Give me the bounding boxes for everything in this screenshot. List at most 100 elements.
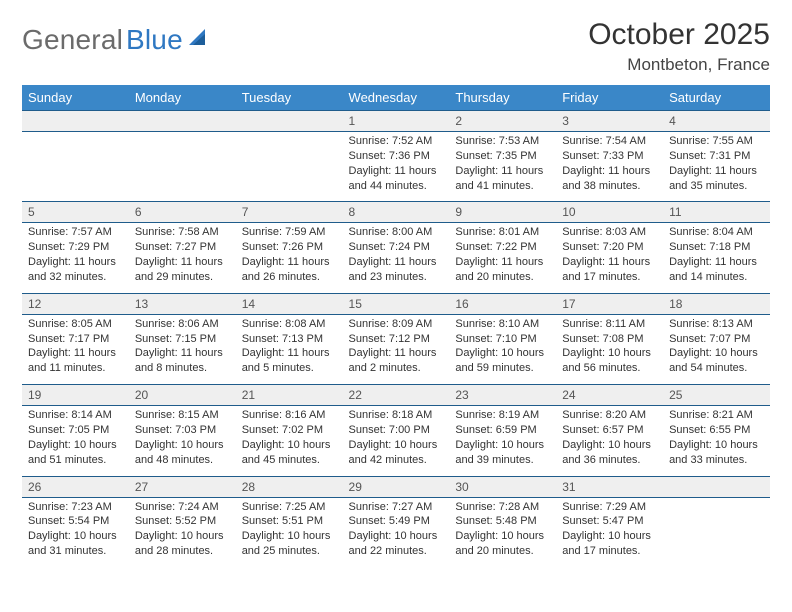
calendar-week-numbers: 262728293031	[22, 476, 770, 497]
day-details: Sunrise: 7:27 AMSunset: 5:49 PMDaylight:…	[343, 498, 450, 567]
title-block: October 2025 Montbeton, France	[588, 18, 770, 75]
day-detail-cell: Sunrise: 8:01 AMSunset: 7:22 PMDaylight:…	[449, 223, 556, 293]
sunrise-text: Sunrise: 8:03 AM	[562, 225, 657, 240]
sunrise-text: Sunrise: 8:20 AM	[562, 408, 657, 423]
sunset-text: Sunset: 5:47 PM	[562, 514, 657, 529]
day-detail-cell: Sunrise: 8:11 AMSunset: 7:08 PMDaylight:…	[556, 314, 663, 384]
sunset-text: Sunset: 6:57 PM	[562, 423, 657, 438]
day-details: Sunrise: 7:54 AMSunset: 7:33 PMDaylight:…	[556, 132, 663, 201]
day-number: 16	[449, 294, 556, 314]
day-number: 22	[343, 385, 450, 405]
day-detail-cell: Sunrise: 8:05 AMSunset: 7:17 PMDaylight:…	[22, 314, 129, 384]
day-number-cell: 29	[343, 476, 450, 497]
day-number-cell	[663, 476, 770, 497]
header: GeneralBlue October 2025 Montbeton, Fran…	[22, 18, 770, 75]
calendar-week-numbers: 12131415161718	[22, 293, 770, 314]
day-number-cell	[22, 111, 129, 132]
day-details: Sunrise: 8:06 AMSunset: 7:15 PMDaylight:…	[129, 315, 236, 384]
sunrise-text: Sunrise: 8:16 AM	[242, 408, 337, 423]
day-number-cell: 28	[236, 476, 343, 497]
day-details: Sunrise: 8:05 AMSunset: 7:17 PMDaylight:…	[22, 315, 129, 384]
day-number: 19	[22, 385, 129, 405]
day-detail-cell: Sunrise: 8:19 AMSunset: 6:59 PMDaylight:…	[449, 406, 556, 476]
daylight-text: Daylight: 11 hours and 23 minutes.	[349, 255, 444, 285]
day-details: Sunrise: 8:14 AMSunset: 7:05 PMDaylight:…	[22, 406, 129, 475]
day-details: Sunrise: 8:15 AMSunset: 7:03 PMDaylight:…	[129, 406, 236, 475]
day-number-cell: 15	[343, 293, 450, 314]
sunset-text: Sunset: 7:10 PM	[455, 332, 550, 347]
day-number: 8	[343, 202, 450, 222]
day-number: 12	[22, 294, 129, 314]
calendar-week-numbers: 1234	[22, 111, 770, 132]
sunset-text: Sunset: 5:52 PM	[135, 514, 230, 529]
day-details: Sunrise: 8:16 AMSunset: 7:02 PMDaylight:…	[236, 406, 343, 475]
daylight-text: Daylight: 10 hours and 39 minutes.	[455, 438, 550, 468]
sunrise-text: Sunrise: 7:54 AM	[562, 134, 657, 149]
sunset-text: Sunset: 7:20 PM	[562, 240, 657, 255]
day-detail-cell: Sunrise: 7:24 AMSunset: 5:52 PMDaylight:…	[129, 497, 236, 567]
day-number: 28	[236, 477, 343, 497]
day-number	[22, 111, 129, 129]
sunrise-text: Sunrise: 8:00 AM	[349, 225, 444, 240]
day-details: Sunrise: 8:04 AMSunset: 7:18 PMDaylight:…	[663, 223, 770, 292]
sunset-text: Sunset: 7:00 PM	[349, 423, 444, 438]
sunset-text: Sunset: 5:54 PM	[28, 514, 123, 529]
daylight-text: Daylight: 10 hours and 22 minutes.	[349, 529, 444, 559]
day-detail-cell: Sunrise: 7:52 AMSunset: 7:36 PMDaylight:…	[343, 132, 450, 202]
day-number: 11	[663, 202, 770, 222]
day-detail-cell	[236, 132, 343, 202]
calendar-week-details: Sunrise: 7:52 AMSunset: 7:36 PMDaylight:…	[22, 132, 770, 202]
sunset-text: Sunset: 7:17 PM	[28, 332, 123, 347]
sunset-text: Sunset: 7:33 PM	[562, 149, 657, 164]
day-detail-cell: Sunrise: 8:13 AMSunset: 7:07 PMDaylight:…	[663, 314, 770, 384]
day-number: 29	[343, 477, 450, 497]
day-details	[663, 498, 770, 556]
day-header-wednesday: Wednesday	[343, 85, 450, 111]
daylight-text: Daylight: 11 hours and 35 minutes.	[669, 164, 764, 194]
day-details: Sunrise: 7:53 AMSunset: 7:35 PMDaylight:…	[449, 132, 556, 201]
day-header-thursday: Thursday	[449, 85, 556, 111]
day-number-cell: 22	[343, 385, 450, 406]
daylight-text: Daylight: 11 hours and 20 minutes.	[455, 255, 550, 285]
day-detail-cell: Sunrise: 8:15 AMSunset: 7:03 PMDaylight:…	[129, 406, 236, 476]
day-header-sunday: Sunday	[22, 85, 129, 111]
calendar-header-row: Sunday Monday Tuesday Wednesday Thursday…	[22, 85, 770, 111]
day-number: 4	[663, 111, 770, 131]
sunrise-text: Sunrise: 8:15 AM	[135, 408, 230, 423]
day-details: Sunrise: 7:24 AMSunset: 5:52 PMDaylight:…	[129, 498, 236, 567]
day-number: 10	[556, 202, 663, 222]
day-details: Sunrise: 8:03 AMSunset: 7:20 PMDaylight:…	[556, 223, 663, 292]
day-detail-cell: Sunrise: 8:20 AMSunset: 6:57 PMDaylight:…	[556, 406, 663, 476]
sunset-text: Sunset: 7:08 PM	[562, 332, 657, 347]
sunset-text: Sunset: 6:55 PM	[669, 423, 764, 438]
sunrise-text: Sunrise: 8:10 AM	[455, 317, 550, 332]
day-details: Sunrise: 7:25 AMSunset: 5:51 PMDaylight:…	[236, 498, 343, 567]
day-number-cell	[236, 111, 343, 132]
day-number-cell: 12	[22, 293, 129, 314]
day-details: Sunrise: 7:52 AMSunset: 7:36 PMDaylight:…	[343, 132, 450, 201]
day-detail-cell: Sunrise: 7:57 AMSunset: 7:29 PMDaylight:…	[22, 223, 129, 293]
day-detail-cell: Sunrise: 8:18 AMSunset: 7:00 PMDaylight:…	[343, 406, 450, 476]
day-number-cell: 26	[22, 476, 129, 497]
calendar-week-numbers: 567891011	[22, 202, 770, 223]
sunset-text: Sunset: 7:13 PM	[242, 332, 337, 347]
day-detail-cell: Sunrise: 7:29 AMSunset: 5:47 PMDaylight:…	[556, 497, 663, 567]
daylight-text: Daylight: 10 hours and 20 minutes.	[455, 529, 550, 559]
day-number-cell: 4	[663, 111, 770, 132]
sunrise-text: Sunrise: 8:19 AM	[455, 408, 550, 423]
day-number	[663, 477, 770, 495]
sunset-text: Sunset: 7:35 PM	[455, 149, 550, 164]
day-number: 2	[449, 111, 556, 131]
day-detail-cell: Sunrise: 8:06 AMSunset: 7:15 PMDaylight:…	[129, 314, 236, 384]
day-header-monday: Monday	[129, 85, 236, 111]
day-details: Sunrise: 7:57 AMSunset: 7:29 PMDaylight:…	[22, 223, 129, 292]
day-detail-cell	[129, 132, 236, 202]
sunset-text: Sunset: 6:59 PM	[455, 423, 550, 438]
day-details: Sunrise: 7:59 AMSunset: 7:26 PMDaylight:…	[236, 223, 343, 292]
day-number: 25	[663, 385, 770, 405]
day-details: Sunrise: 8:19 AMSunset: 6:59 PMDaylight:…	[449, 406, 556, 475]
sunrise-text: Sunrise: 7:24 AM	[135, 500, 230, 515]
day-details: Sunrise: 8:20 AMSunset: 6:57 PMDaylight:…	[556, 406, 663, 475]
daylight-text: Daylight: 10 hours and 17 minutes.	[562, 529, 657, 559]
sunrise-text: Sunrise: 8:18 AM	[349, 408, 444, 423]
